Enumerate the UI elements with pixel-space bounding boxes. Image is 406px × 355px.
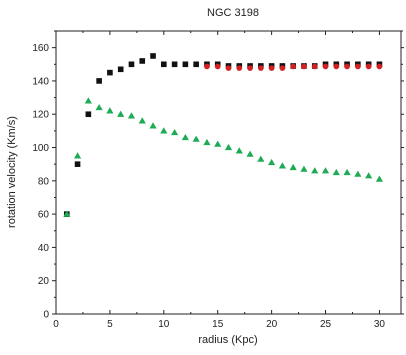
triangle-point [160, 127, 168, 134]
triangle-point [73, 152, 82, 159]
triangle-point [127, 112, 136, 119]
y-tick-label: 0 [43, 310, 49, 321]
square-point [182, 61, 189, 68]
triangle-point [214, 140, 222, 147]
triangle-point [278, 162, 287, 169]
triangle-point [203, 138, 211, 146]
triangle-point [138, 117, 146, 124]
circle-point [236, 65, 243, 71]
triangle-point [365, 172, 373, 179]
circle-point [258, 65, 264, 71]
y-tick-label: 80 [38, 176, 50, 187]
y-tick-label: 40 [38, 243, 50, 254]
x-tick-label: 5 [107, 319, 113, 330]
circle-point [322, 63, 329, 70]
triangle-point [268, 158, 276, 166]
square-point [193, 61, 199, 68]
square-point [161, 61, 167, 68]
tick-labels: 0 5 10 15 20 25 30 0 20 40 60 80 100 120 140 160 [32, 43, 385, 330]
y-axis-title: rotation velocity (Km/s) [6, 116, 18, 228]
triangle-point [95, 103, 103, 111]
x-tick-label: 0 [53, 319, 59, 330]
circle-point [365, 63, 372, 70]
circle-point [204, 63, 210, 70]
square-point [171, 61, 178, 68]
y-tick-label: 20 [38, 276, 50, 287]
triangle-point [224, 143, 233, 151]
circle-point [268, 65, 275, 71]
square-point [74, 161, 81, 167]
triangle-point [117, 110, 125, 117]
x-tick-label: 15 [212, 319, 224, 330]
circle-point [376, 63, 383, 70]
y-tick-label: 100 [32, 143, 49, 154]
triangle-point [170, 128, 179, 136]
square-point [150, 53, 156, 59]
circle-point [301, 63, 307, 70]
circle-point [247, 65, 253, 71]
square-point [128, 61, 135, 68]
circle-point [279, 65, 286, 71]
triangle-point [246, 150, 254, 157]
circle-point [225, 65, 232, 71]
data-markers [63, 53, 384, 217]
axis-ticks [52, 30, 404, 315]
triangle-point [300, 165, 308, 172]
triangle-point [375, 175, 384, 182]
triangle-point [332, 168, 340, 176]
plot-frame [55, 30, 402, 315]
chart-title: NGC 3198 [207, 7, 259, 19]
triangle-point [354, 170, 362, 177]
circle-point [311, 63, 318, 70]
x-tick-label: 10 [158, 319, 170, 330]
triangle-point [63, 210, 71, 217]
y-tick-label: 120 [32, 110, 49, 121]
circle-point [290, 63, 296, 70]
y-tick-label: 60 [38, 210, 50, 221]
square-point [96, 78, 102, 84]
circle-point [333, 63, 340, 70]
triangle-point [149, 122, 157, 129]
y-tick-label: 160 [32, 43, 49, 54]
x-tick-label: 30 [374, 319, 386, 330]
circle-point [344, 63, 350, 70]
triangle-point [343, 168, 351, 176]
triangle-point [257, 155, 265, 162]
x-axis-title: radius (Kpc) [198, 334, 257, 346]
triangle-point [84, 97, 92, 104]
square-point [85, 111, 92, 118]
triangle-point [311, 167, 319, 174]
x-tick-label: 20 [266, 319, 278, 330]
triangle-point [289, 163, 297, 171]
triangle-point [106, 107, 114, 114]
triangle-point [192, 135, 200, 142]
circle-point [214, 63, 221, 70]
triangle-point [321, 167, 330, 174]
square-point [117, 66, 124, 73]
circle-point [355, 63, 361, 70]
y-tick-label: 140 [32, 76, 49, 87]
square-point [139, 58, 146, 64]
triangle-point [181, 133, 189, 141]
triangle-point [235, 147, 243, 154]
x-tick-label: 25 [320, 319, 332, 330]
square-point [107, 69, 113, 76]
